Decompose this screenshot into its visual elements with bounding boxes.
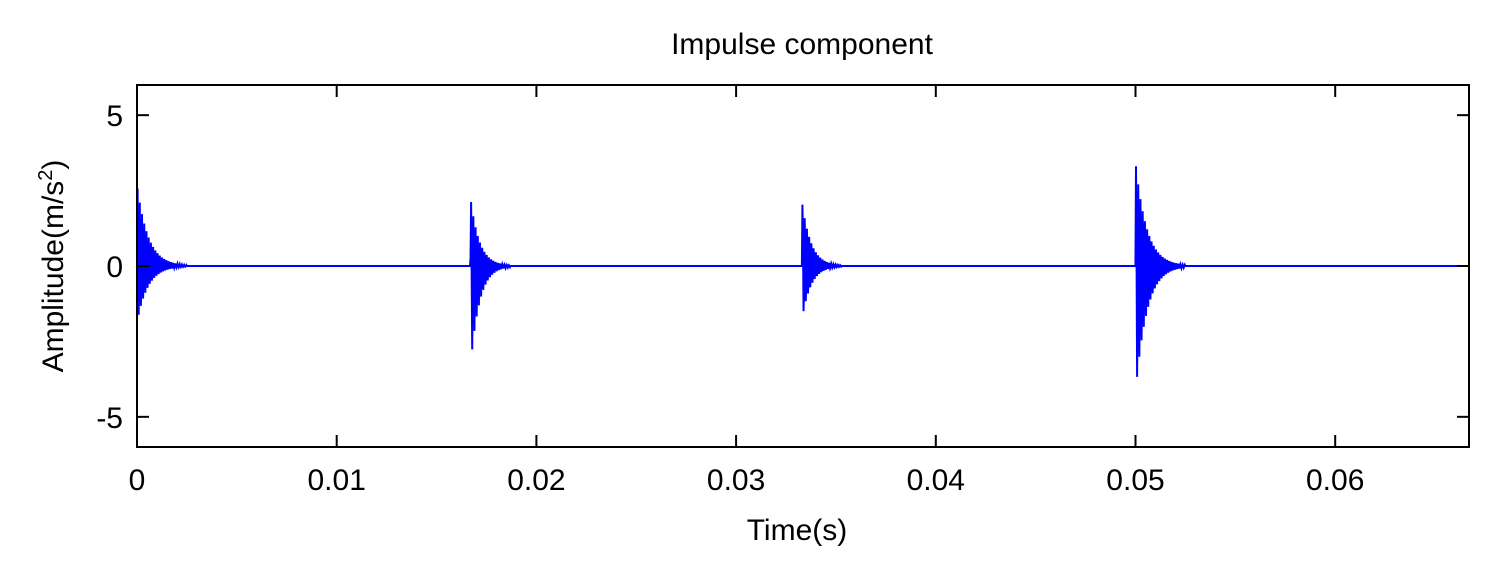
y-axis-label-superscript: 2 — [35, 170, 57, 181]
x-tick-label: 0.03 — [707, 464, 765, 497]
y-axis-label-main: Amplitude(m/s — [37, 181, 70, 373]
y-axis-ticks: 5 0 -5 — [96, 100, 1469, 435]
x-tick-label: 0.04 — [907, 464, 965, 497]
y-tick-label: -5 — [96, 402, 123, 435]
y-tick-label: 5 — [106, 100, 123, 133]
y-axis-label-end: ) — [37, 160, 70, 170]
x-tick-label: 0 — [129, 464, 146, 497]
x-tick-label: 0.06 — [1306, 464, 1364, 497]
y-axis-label: Amplitude(m/s2) — [35, 160, 70, 373]
impulse-series-line — [136, 166, 1469, 377]
x-tick-label: 0.05 — [1106, 464, 1164, 497]
x-tick-label: 0.02 — [507, 464, 565, 497]
x-axis-label: Time(s) — [747, 514, 848, 547]
x-tick-label: 0.01 — [308, 464, 366, 497]
chart-title: Impulse component — [671, 28, 933, 61]
y-tick-label: 0 — [106, 251, 123, 284]
x-axis-ticks: 0 0.01 0.02 0.03 0.04 0.05 0.06 — [129, 85, 1364, 497]
plot-area — [136, 166, 1469, 377]
